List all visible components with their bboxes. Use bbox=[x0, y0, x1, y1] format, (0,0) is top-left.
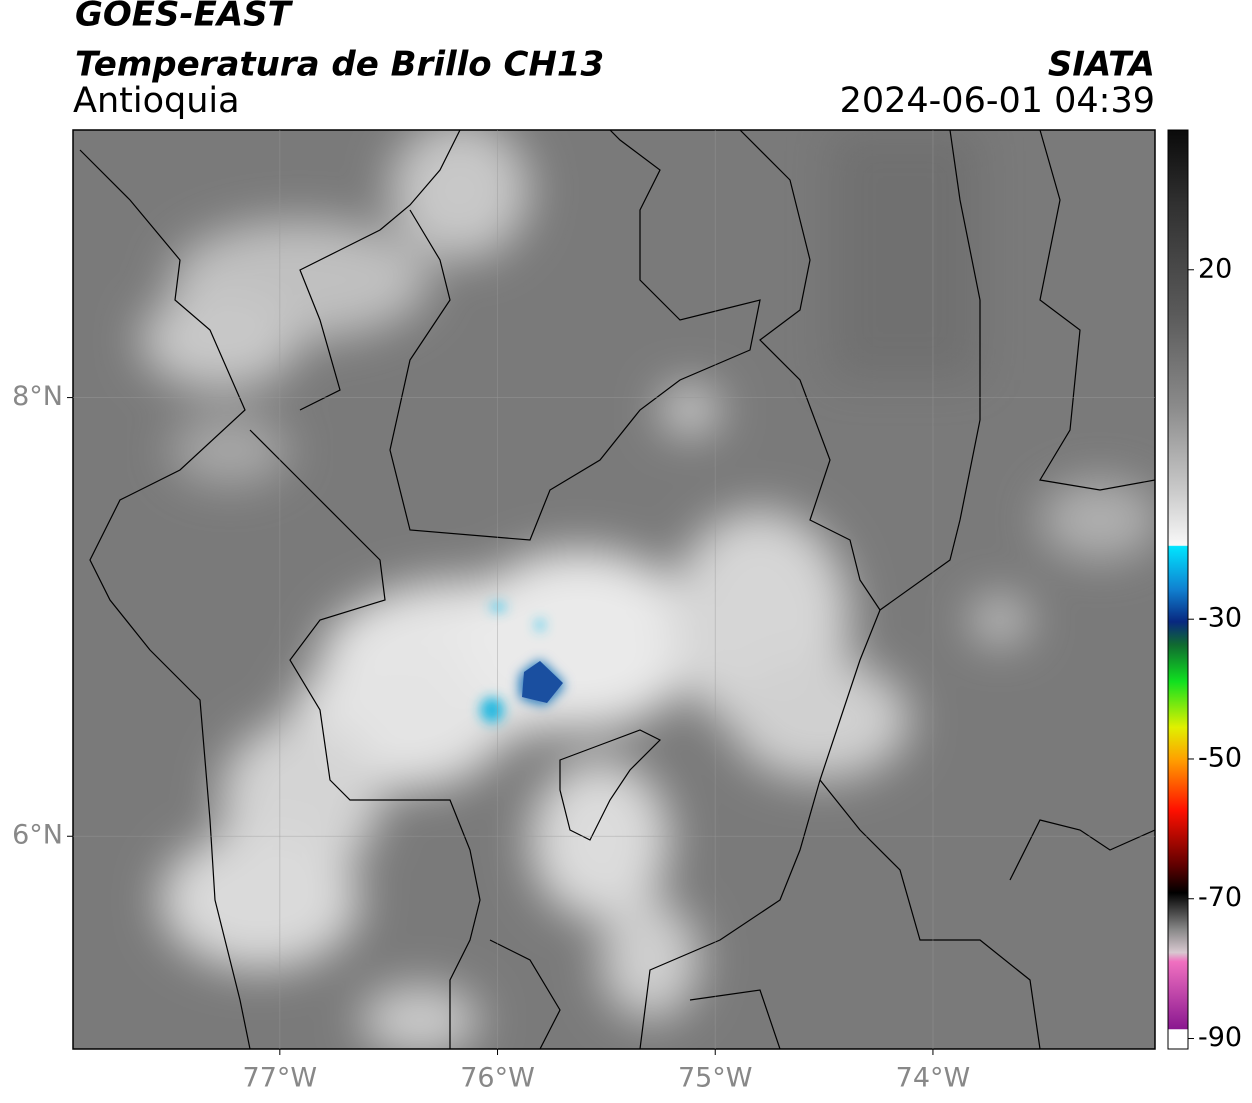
datetime: 2024-06-01 04:39 bbox=[840, 81, 1155, 121]
y-tick-label: 6°N bbox=[12, 820, 63, 851]
satellite-image bbox=[73, 130, 1155, 1049]
colorbar-tick-label: -30 bbox=[1198, 603, 1242, 634]
y-tick-label: 8°N bbox=[12, 381, 63, 412]
axes: 77°W 76°W 75°W 74°W 6°N 8°N 20 -30 -50 -70 -90 bbox=[12, 130, 1242, 1094]
map-frame bbox=[72, 129, 1156, 1050]
colorbar-tick-label: -90 bbox=[1198, 1022, 1242, 1053]
colorbar bbox=[1167, 129, 1189, 1050]
x-tick-label: 75°W bbox=[678, 1063, 753, 1094]
colorbar-tick-label: -70 bbox=[1198, 882, 1242, 913]
title: GOES-EAST bbox=[75, 0, 294, 35]
colorbar-tick-label: 20 bbox=[1198, 253, 1232, 284]
x-tick-label: 77°W bbox=[243, 1063, 318, 1094]
colorbar-tick-label: -50 bbox=[1198, 742, 1242, 773]
subtitle: Temperatura de Brillo CH13 bbox=[75, 45, 604, 85]
region: Antioquia bbox=[73, 81, 240, 121]
source: SIATA bbox=[1048, 45, 1155, 85]
x-tick-label: 74°W bbox=[896, 1063, 971, 1094]
x-tick-label: 76°W bbox=[460, 1063, 535, 1094]
